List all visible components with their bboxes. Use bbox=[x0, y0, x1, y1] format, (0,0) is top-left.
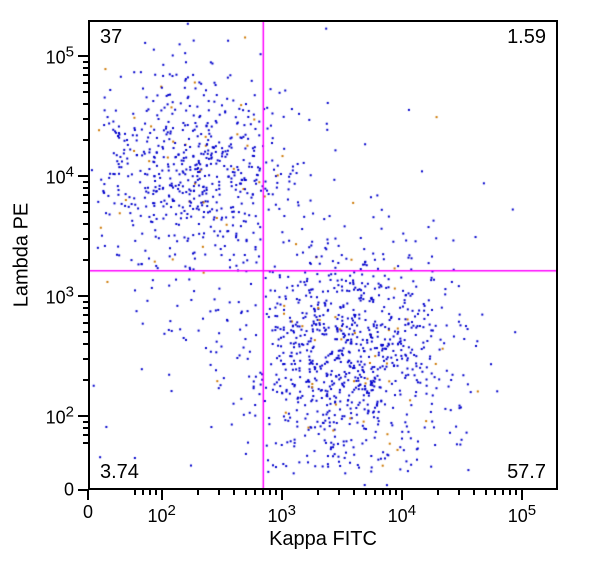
y-tick bbox=[83, 211, 88, 213]
x-tick bbox=[149, 490, 151, 495]
y-tick bbox=[83, 187, 88, 189]
y-tick bbox=[83, 67, 88, 69]
y-tick bbox=[78, 415, 88, 417]
y-tick bbox=[83, 238, 88, 240]
y-tick bbox=[83, 181, 88, 183]
x-tick bbox=[509, 490, 511, 495]
x-tick bbox=[395, 490, 397, 495]
x-tick bbox=[197, 490, 199, 495]
y-tick bbox=[83, 307, 88, 309]
y-tick-label: 103 bbox=[46, 284, 74, 309]
x-tick bbox=[338, 490, 340, 495]
y-tick bbox=[83, 194, 88, 196]
y-tick bbox=[83, 434, 88, 436]
plot-area: 37 1.59 3.74 57.7 bbox=[88, 20, 558, 490]
scatter-canvas bbox=[90, 22, 558, 490]
x-tick bbox=[382, 490, 384, 495]
x-tick bbox=[437, 490, 439, 495]
y-tick bbox=[83, 139, 88, 141]
quadrant-label-lower-left: 3.74 bbox=[100, 461, 139, 484]
y-axis-label: Lambda PE bbox=[11, 203, 34, 308]
y-tick bbox=[83, 223, 88, 225]
x-tick-label: 104 bbox=[388, 502, 416, 527]
y-tick bbox=[83, 61, 88, 63]
y-tick bbox=[78, 55, 88, 57]
y-tick bbox=[83, 82, 88, 84]
x-tick bbox=[389, 490, 391, 495]
x-tick-label: 102 bbox=[147, 502, 175, 527]
flow-cytometry-scatter: 37 1.59 3.74 57.7 0 102 103 104 105 0 102 103 1… bbox=[0, 0, 593, 578]
x-tick bbox=[254, 490, 256, 495]
y-tick bbox=[83, 118, 88, 120]
y-tick-label: 104 bbox=[46, 164, 74, 189]
x-tick bbox=[161, 490, 163, 500]
quadrant-label-upper-right: 1.59 bbox=[507, 26, 546, 49]
x-tick bbox=[233, 490, 235, 495]
y-tick bbox=[83, 259, 88, 261]
y-tick-label: 102 bbox=[46, 404, 74, 429]
y-tick bbox=[83, 421, 88, 423]
y-tick bbox=[83, 331, 88, 333]
x-tick-label: 103 bbox=[268, 502, 296, 527]
y-tick bbox=[83, 91, 88, 93]
y-tick bbox=[83, 74, 88, 76]
x-tick bbox=[134, 490, 136, 495]
x-tick bbox=[515, 490, 517, 495]
y-tick bbox=[83, 314, 88, 316]
x-tick bbox=[275, 490, 277, 495]
x-tick bbox=[473, 490, 475, 495]
x-tick-label: 0 bbox=[83, 502, 93, 523]
y-tick bbox=[78, 295, 88, 297]
x-tick bbox=[269, 490, 271, 495]
x-tick bbox=[142, 490, 144, 495]
x-tick bbox=[521, 490, 523, 500]
quadrant-label-lower-right: 57.7 bbox=[507, 461, 546, 484]
x-tick bbox=[245, 490, 247, 495]
y-tick-label: 105 bbox=[46, 44, 74, 69]
x-tick bbox=[485, 490, 487, 495]
y-tick bbox=[78, 175, 88, 177]
x-tick bbox=[281, 490, 283, 500]
y-tick bbox=[83, 301, 88, 303]
y-tick bbox=[83, 442, 88, 444]
x-tick bbox=[87, 490, 89, 500]
y-tick bbox=[83, 343, 88, 345]
x-tick-label: 105 bbox=[508, 502, 536, 527]
y-tick bbox=[83, 379, 88, 381]
y-tick bbox=[83, 103, 88, 105]
x-tick bbox=[262, 490, 264, 495]
x-tick bbox=[317, 490, 319, 495]
y-tick bbox=[83, 358, 88, 360]
x-tick bbox=[401, 490, 403, 500]
x-tick bbox=[155, 490, 157, 495]
x-tick bbox=[494, 490, 496, 495]
quadrant-label-upper-left: 37 bbox=[100, 26, 122, 49]
x-tick bbox=[218, 490, 220, 495]
x-tick bbox=[458, 490, 460, 495]
x-tick bbox=[502, 490, 504, 495]
y-tick bbox=[78, 489, 88, 491]
y-tick bbox=[83, 202, 88, 204]
x-tick bbox=[365, 490, 367, 495]
y-tick-label: 0 bbox=[64, 480, 74, 501]
x-tick bbox=[374, 490, 376, 495]
y-tick bbox=[83, 322, 88, 324]
x-tick bbox=[353, 490, 355, 495]
x-axis-label: Kappa FITC bbox=[269, 528, 377, 551]
y-tick bbox=[83, 427, 88, 429]
